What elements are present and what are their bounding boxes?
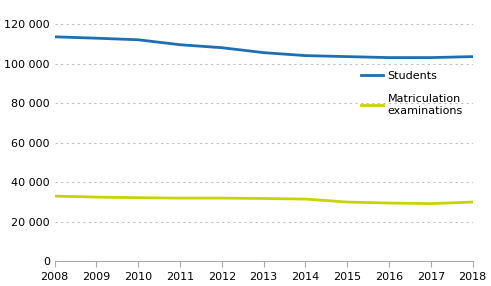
Matriculation
examinations <box>52 194 57 198</box>
Students <box>219 46 225 49</box>
Matriculation
examinations <box>344 200 350 204</box>
Legend: Students, Matriculation
examinations: Students, Matriculation examinations <box>356 66 467 120</box>
Matriculation
examinations <box>386 201 392 205</box>
Students <box>386 56 392 59</box>
Matriculation
examinations <box>177 196 183 200</box>
Matriculation
examinations <box>302 197 308 201</box>
Matriculation
examinations <box>219 196 225 200</box>
Students <box>470 55 476 58</box>
Matriculation
examinations <box>470 200 476 204</box>
Matriculation
examinations <box>261 197 267 200</box>
Students <box>177 43 183 46</box>
Students <box>302 54 308 57</box>
Students <box>52 35 57 39</box>
Students <box>93 37 99 40</box>
Students <box>428 56 434 59</box>
Line: Students: Students <box>55 37 473 57</box>
Matriculation
examinations <box>428 202 434 205</box>
Matriculation
examinations <box>93 195 99 199</box>
Students <box>136 38 141 41</box>
Matriculation
examinations <box>136 196 141 199</box>
Students <box>261 51 267 54</box>
Line: Matriculation
examinations: Matriculation examinations <box>55 196 473 204</box>
Students <box>344 55 350 58</box>
